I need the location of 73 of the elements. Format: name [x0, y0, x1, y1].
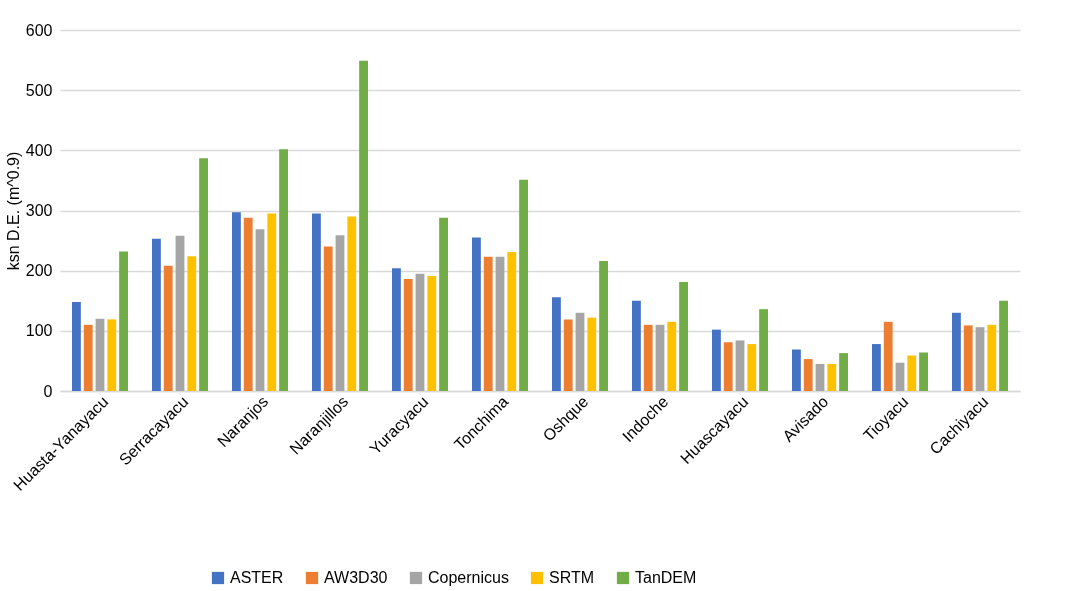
bar: [827, 363, 837, 391]
bar: [83, 324, 93, 391]
bar: [415, 273, 425, 391]
bar: [95, 318, 105, 391]
y-tick-label: 100: [25, 322, 53, 340]
bar: [963, 325, 973, 391]
bar: [667, 321, 677, 391]
bar: [815, 363, 825, 391]
legend-label: Copernicus: [428, 569, 509, 586]
legend-label: ASTER: [230, 569, 284, 586]
bar: [747, 344, 757, 391]
bar: [359, 60, 368, 391]
y-tick-label: 0: [43, 382, 53, 400]
bar: [483, 256, 493, 391]
y-tick-label: 500: [25, 81, 53, 99]
bar: [403, 279, 413, 391]
bar: [175, 235, 185, 391]
bar: [987, 324, 997, 391]
bar: [152, 238, 161, 391]
bar: [427, 276, 437, 391]
bar: [712, 329, 721, 391]
bar: [119, 251, 128, 391]
bar: [803, 359, 813, 391]
bar: [599, 261, 608, 391]
bar: [552, 297, 561, 391]
bar: [735, 340, 745, 391]
legend-label: AW3D30: [324, 569, 388, 586]
y-tick-label: 300: [25, 202, 53, 219]
bar: [999, 300, 1008, 391]
bar: [907, 355, 917, 391]
bar: [392, 268, 401, 391]
bar: [279, 149, 288, 391]
bar: [507, 252, 517, 391]
bar: [243, 217, 253, 391]
bar: [919, 352, 928, 391]
bar: [439, 217, 448, 391]
bar: [199, 158, 208, 391]
bar: [472, 237, 481, 391]
y-axis-title: ksn D.E. (m^0.9): [4, 151, 22, 271]
bar: [723, 342, 733, 391]
bar: [347, 216, 357, 391]
bar: [163, 265, 173, 391]
bar: [575, 312, 585, 391]
bar: [792, 349, 801, 391]
legend-label: SRTM: [549, 569, 595, 586]
bar: [312, 213, 321, 391]
y-tick-label: 200: [25, 262, 53, 280]
bar: [895, 362, 905, 391]
bar: [839, 353, 848, 391]
y-tick-label: 400: [25, 141, 53, 159]
bar: [883, 321, 893, 391]
bar: [952, 312, 961, 391]
bar: [72, 301, 81, 391]
bar: [643, 324, 653, 391]
bar: [519, 179, 528, 391]
bar: [563, 319, 573, 391]
bar: [975, 327, 985, 391]
bar: [679, 282, 688, 391]
bar: [587, 317, 597, 391]
bar: [255, 229, 265, 391]
bar: [187, 256, 197, 391]
bar: [107, 319, 117, 391]
bar: [655, 324, 665, 391]
bar: [759, 309, 768, 391]
bar: [872, 344, 881, 391]
legend-label: TanDEM: [635, 569, 697, 586]
bar: [323, 246, 333, 391]
bar: [232, 212, 241, 391]
y-tick-label: 600: [25, 21, 53, 39]
bar: [495, 256, 505, 391]
bar: [335, 235, 345, 391]
bar: [632, 300, 641, 391]
bar: [267, 213, 277, 391]
